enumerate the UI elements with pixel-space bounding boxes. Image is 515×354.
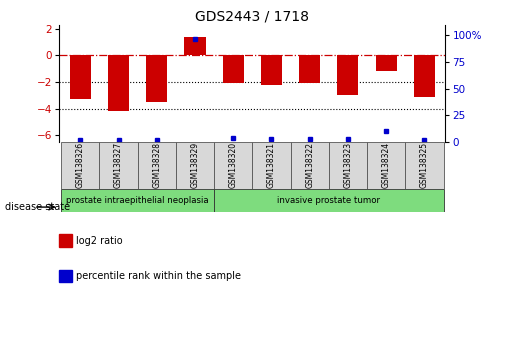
Bar	[214, 142, 252, 189]
Bar	[414, 56, 435, 97]
Text: percentile rank within the sample: percentile rank within the sample	[76, 271, 241, 281]
Bar	[146, 56, 167, 102]
Text: prostate intraepithelial neoplasia: prostate intraepithelial neoplasia	[66, 196, 209, 205]
Bar	[252, 142, 290, 189]
Bar	[61, 142, 99, 189]
Text: GSM138328: GSM138328	[152, 142, 161, 188]
Bar	[337, 56, 358, 96]
Text: invasive prostate tumor: invasive prostate tumor	[278, 196, 381, 205]
Bar	[99, 142, 138, 189]
Text: GSM138326: GSM138326	[76, 142, 85, 188]
Bar	[375, 56, 397, 72]
Bar	[176, 142, 214, 189]
Text: GSM138320: GSM138320	[229, 142, 238, 188]
Bar	[108, 56, 129, 112]
Bar	[367, 142, 405, 189]
Bar	[138, 142, 176, 189]
Text: GSM138327: GSM138327	[114, 142, 123, 188]
Bar	[184, 37, 205, 56]
Bar	[61, 189, 214, 212]
Bar	[329, 142, 367, 189]
Text: GSM138325: GSM138325	[420, 142, 429, 188]
Title: GDS2443 / 1718: GDS2443 / 1718	[195, 10, 310, 24]
Bar	[70, 56, 91, 99]
Bar	[405, 142, 443, 189]
Bar	[222, 56, 244, 84]
Text: GSM138322: GSM138322	[305, 142, 314, 188]
Bar	[261, 56, 282, 85]
Bar	[290, 142, 329, 189]
Bar	[214, 189, 443, 212]
Text: log2 ratio: log2 ratio	[76, 236, 123, 246]
Text: GSM138321: GSM138321	[267, 142, 276, 188]
Text: disease state: disease state	[5, 202, 70, 212]
Text: GSM138324: GSM138324	[382, 142, 391, 188]
Text: GSM138323: GSM138323	[344, 142, 352, 188]
Text: GSM138329: GSM138329	[191, 142, 199, 188]
Bar	[299, 56, 320, 84]
